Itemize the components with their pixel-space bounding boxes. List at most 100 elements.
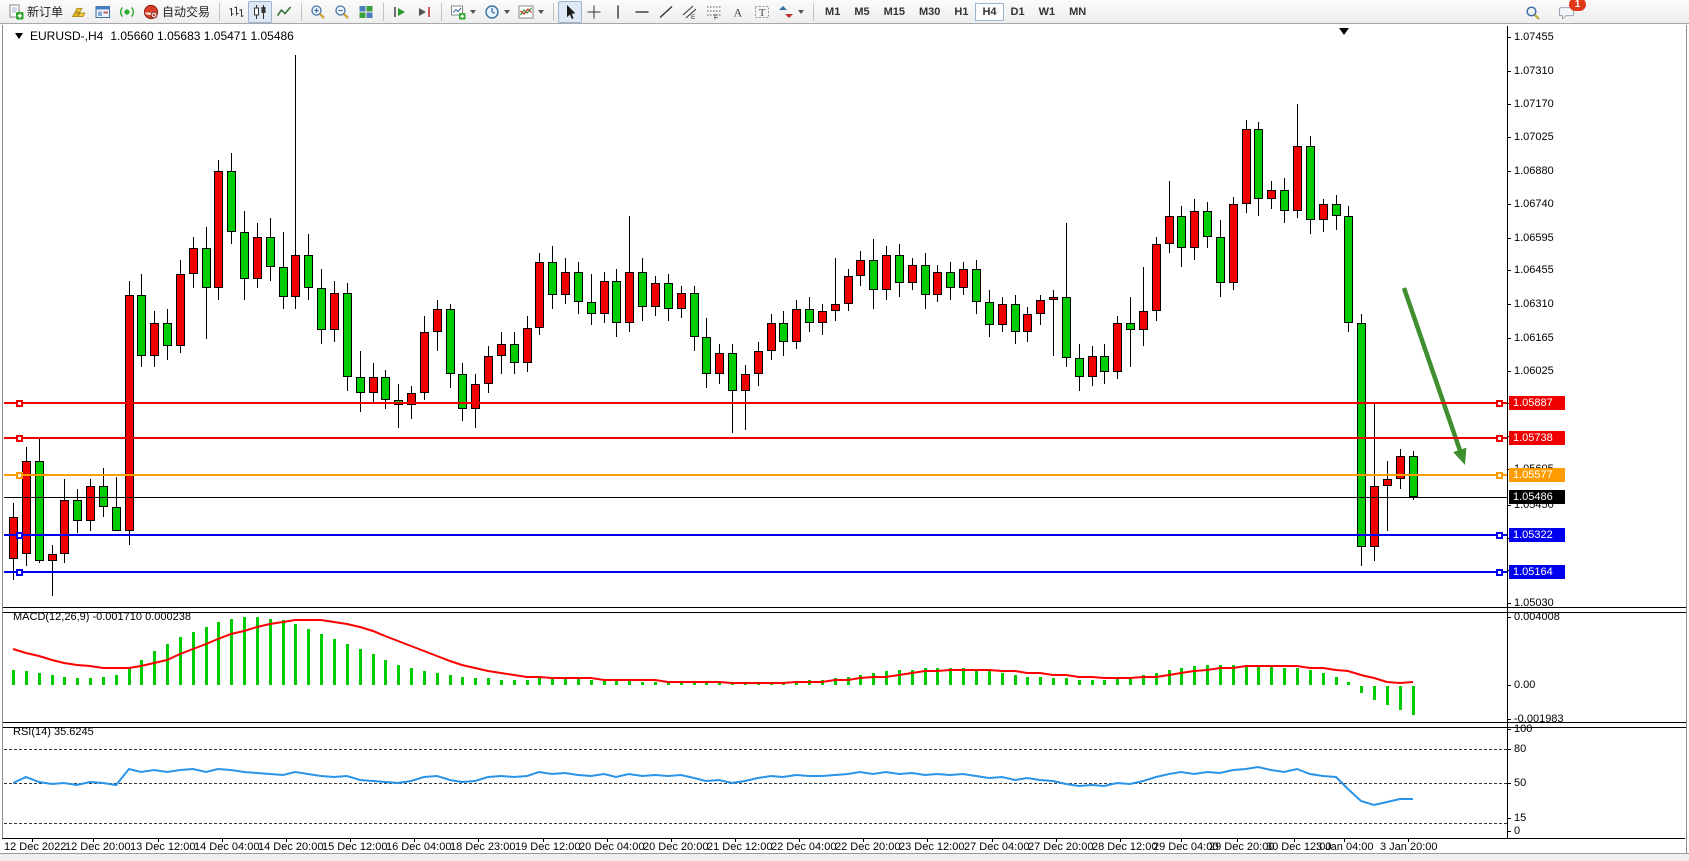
zoom-out-button[interactable] xyxy=(330,1,354,23)
candle xyxy=(163,323,172,346)
time-axis-label: 3 Jan 04:00 xyxy=(1316,841,1374,853)
time-axis-label: 15 Dec 12:00 xyxy=(322,841,388,853)
macd-histogram-bar xyxy=(667,682,670,685)
gold-button[interactable] xyxy=(67,1,91,23)
timeframe-button-h1[interactable]: H1 xyxy=(954,5,969,18)
timeframe-button-h4[interactable]: H4 xyxy=(975,2,1004,21)
horizontal-line-object[interactable] xyxy=(4,474,1507,476)
profiles-button[interactable] xyxy=(480,1,514,23)
line-anchor[interactable] xyxy=(1496,569,1503,576)
chevron-down-icon[interactable] xyxy=(504,9,511,14)
equidistant-channel-button[interactable]: E xyxy=(678,1,702,23)
fibonacci-button[interactable]: F xyxy=(702,1,726,23)
candle xyxy=(22,461,31,554)
line-price-label: 1.05738 xyxy=(1509,431,1565,445)
zoom-in-button[interactable] xyxy=(306,1,330,23)
chevron-down-icon[interactable] xyxy=(798,9,805,14)
line-anchor[interactable] xyxy=(1496,532,1503,539)
new-order-button[interactable]: 新订单 xyxy=(4,1,67,23)
notifications-button[interactable]: 1 xyxy=(1555,0,1586,24)
signals-button[interactable] xyxy=(115,1,139,23)
indicators-button[interactable] xyxy=(514,1,548,23)
macd-histogram-bar xyxy=(307,629,310,685)
macd-tick xyxy=(1507,685,1511,686)
macd-histogram-bar xyxy=(641,682,644,685)
rsi-tick-label: 0 xyxy=(1514,825,1521,837)
auto-scroll-button[interactable] xyxy=(388,1,412,23)
cursor-button[interactable] xyxy=(558,0,583,23)
candle-wick xyxy=(1053,290,1054,356)
line-anchor[interactable] xyxy=(16,532,23,539)
horizontal-line-object[interactable] xyxy=(4,402,1507,404)
timeframe-button-w1[interactable]: W1 xyxy=(1038,5,1056,18)
chevron-down-icon[interactable] xyxy=(538,9,545,14)
chart-menu-icon[interactable] xyxy=(15,33,23,39)
candle xyxy=(112,507,121,531)
line-anchor[interactable] xyxy=(1496,472,1503,479)
candle xyxy=(1319,204,1328,220)
timeframe-button-m30[interactable]: M30 xyxy=(919,5,941,18)
line-anchor[interactable] xyxy=(16,400,23,407)
candle xyxy=(561,272,570,295)
line-anchor[interactable] xyxy=(16,569,23,576)
line-anchor[interactable] xyxy=(16,435,23,442)
candle xyxy=(125,295,134,531)
candle xyxy=(895,255,904,283)
time-axis-label: 28 Dec 12:00 xyxy=(1092,841,1158,853)
text-label-button[interactable]: T xyxy=(750,1,774,23)
line-anchor[interactable] xyxy=(1496,435,1503,442)
time-tick xyxy=(1120,839,1121,842)
horizontal-line-object[interactable] xyxy=(4,534,1507,536)
search-button[interactable] xyxy=(1521,2,1545,24)
candle xyxy=(1357,323,1366,547)
bar-chart-button[interactable] xyxy=(224,1,248,23)
horizontal-line-object[interactable] xyxy=(4,571,1507,573)
vertical-line-button[interactable] xyxy=(606,1,630,23)
line-anchor[interactable] xyxy=(16,472,23,479)
chevron-down-icon[interactable] xyxy=(470,9,477,14)
candle-wick xyxy=(591,274,592,325)
timeframe-button-m1[interactable]: M1 xyxy=(825,5,841,18)
macd-histogram-bar xyxy=(885,671,888,685)
candle xyxy=(535,262,544,328)
line-anchor[interactable] xyxy=(1496,400,1503,407)
chart-quote-line: 1.05660 1.05683 1.05471 1.05486 xyxy=(110,29,294,43)
macd-histogram-bar xyxy=(1232,665,1235,685)
timeframe-button-d1[interactable]: D1 xyxy=(1010,5,1025,18)
macd-histogram-bar xyxy=(1283,668,1286,685)
horizontal-line-object[interactable] xyxy=(4,437,1507,439)
tile-windows-button[interactable] xyxy=(354,1,378,23)
macd-signal-line xyxy=(12,619,1414,685)
macd-histogram-bar xyxy=(25,671,28,685)
candle xyxy=(99,486,108,507)
line-chart-button[interactable] xyxy=(272,1,296,23)
crosshair-button[interactable] xyxy=(582,1,606,23)
time-tick xyxy=(1181,839,1182,842)
text-button[interactable]: A xyxy=(726,1,750,23)
time-axis-label: 18 Dec 23:00 xyxy=(450,841,516,853)
timeframe-button-mn[interactable]: MN xyxy=(1069,5,1087,18)
candle-wick xyxy=(1130,297,1131,367)
timeframe-button-m15[interactable]: M15 xyxy=(883,5,905,18)
macd-histogram-bar xyxy=(1103,680,1106,685)
macd-histogram-bar xyxy=(718,683,721,685)
trend-arrow-object[interactable] xyxy=(3,25,1686,838)
price-tick-label: 1.07025 xyxy=(1514,131,1554,143)
macd-histogram-bar xyxy=(615,680,618,685)
autotrading-button[interactable]: 自动交易 xyxy=(139,1,214,23)
time-tick xyxy=(1344,839,1345,842)
macd-histogram-bar xyxy=(808,680,811,685)
candlestick-chart-button[interactable] xyxy=(248,0,273,23)
terminal-button[interactable] xyxy=(91,1,115,23)
timeframe-button-m5[interactable]: M5 xyxy=(854,5,870,18)
price-tick-label: 1.07170 xyxy=(1514,98,1554,110)
trendline-button[interactable] xyxy=(654,1,678,23)
macd-histogram-bar xyxy=(359,649,362,685)
macd-histogram-bar xyxy=(436,673,439,685)
macd-histogram-bar xyxy=(1257,665,1260,685)
horizontal-line-button[interactable] xyxy=(630,1,654,23)
chart-shift-button[interactable] xyxy=(412,1,436,23)
arrows-button[interactable] xyxy=(774,1,808,23)
svg-text:A: A xyxy=(734,5,743,19)
new-chart-button[interactable] xyxy=(446,1,480,23)
